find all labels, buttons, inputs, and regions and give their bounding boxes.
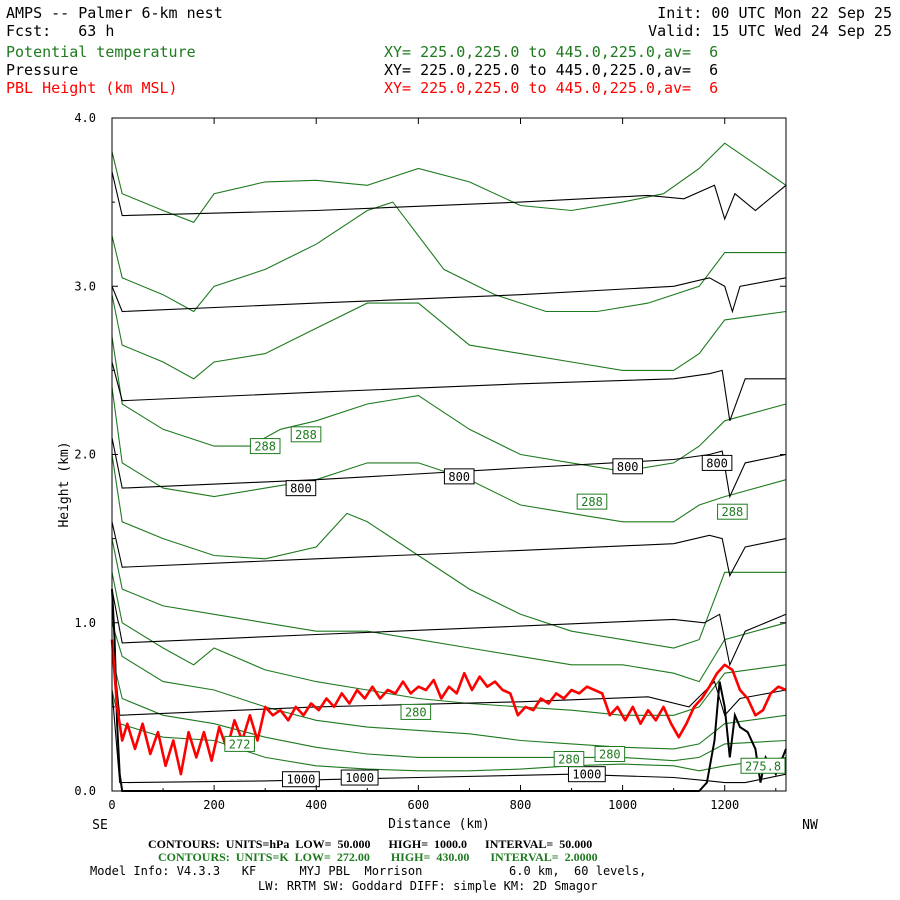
isobar-label-box bbox=[340, 769, 379, 786]
isobar-700 bbox=[111, 277, 787, 314]
isentrope-line bbox=[111, 294, 787, 380]
isentrope-label: 272 bbox=[229, 737, 251, 751]
isentrope-label-box bbox=[594, 745, 626, 762]
isobar-650 bbox=[111, 171, 787, 221]
x-tick-label: 200 bbox=[203, 798, 225, 812]
isentrope-line bbox=[111, 538, 787, 683]
contours-t-high: HIGH= 430.00 bbox=[390, 850, 470, 864]
legend-pbl-name: PBL Height (km MSL) bbox=[6, 79, 178, 97]
init-time: Init: 00 UTC Mon 22 Sep 25 bbox=[657, 4, 892, 22]
isobar-label-box bbox=[443, 468, 475, 485]
model-info-line-1: Model Info: V4.3.3 KF MYJ PBL Morrison 6… bbox=[90, 864, 647, 878]
isobar-900 bbox=[111, 588, 787, 667]
chart-title: AMPS -- Palmer 6-km nest bbox=[6, 4, 223, 22]
isentrope-label: 288 bbox=[722, 505, 744, 519]
isentrope-label: 288 bbox=[295, 428, 317, 442]
contours-t-interval: INTERVAL= 2.0000 bbox=[490, 850, 598, 864]
forecast-label: Fcst: bbox=[6, 22, 52, 40]
isentrope-label-box bbox=[740, 757, 786, 774]
contours-t-units: UNITS=K bbox=[235, 850, 289, 864]
legend-pressure-name: Pressure bbox=[6, 61, 79, 79]
isentrope-line bbox=[111, 201, 786, 313]
contours-p-high: HIGH= 1000.0 bbox=[388, 837, 468, 851]
contours-p-interval: INTERVAL= 50.000 bbox=[485, 837, 593, 851]
x-tick-label: 400 bbox=[305, 798, 327, 812]
isobar-label: 800 bbox=[617, 460, 639, 474]
isobar-label-box bbox=[567, 766, 606, 783]
isobar-label: 800 bbox=[706, 456, 728, 470]
isentrope-label-box bbox=[249, 438, 281, 455]
isobar-850 bbox=[111, 521, 787, 578]
isentrope-label: 275.8 bbox=[745, 759, 781, 773]
model-info-line-2: LW: RRTM SW: Goddard DIFF: simple KM: 2D… bbox=[258, 879, 598, 893]
y-tick-label: 0.0 bbox=[74, 784, 96, 798]
left-end-label: SE bbox=[92, 818, 108, 833]
y-tick-label: 2.0 bbox=[74, 448, 96, 462]
isobar-label: 1000 bbox=[286, 773, 315, 787]
legend-pbl-line: XY= 225.0,225.0 to 445.0,225.0,av= 6 bbox=[384, 79, 719, 97]
pbl-height-line bbox=[110, 639, 787, 776]
contours-t-label: CONTOURS: bbox=[158, 850, 230, 864]
y-tick-label: 1.0 bbox=[74, 616, 96, 630]
isentrope-line bbox=[111, 142, 787, 223]
isentrope-label: 288 bbox=[581, 495, 603, 509]
isobar-750 bbox=[111, 361, 786, 421]
isentrope-label: 280 bbox=[558, 753, 580, 767]
isentrope-line bbox=[111, 572, 787, 716]
axes-group: 0 200 400 600 800 1000 1200 0.0 1.0 2.0 3.0 4.0 Dist… bbox=[57, 111, 818, 833]
valid-time: Valid: 15 UTC Wed 24 Sep 25 bbox=[648, 22, 892, 40]
isobar-950 bbox=[111, 639, 787, 717]
isentrope-label-box bbox=[290, 426, 322, 443]
isobar-label: 800 bbox=[448, 470, 470, 484]
isentrope-line bbox=[111, 454, 786, 649]
isobar-1000 bbox=[111, 689, 787, 784]
right-end-label: NW bbox=[802, 818, 818, 833]
isobar-label: 800 bbox=[290, 482, 312, 496]
isentrope-line bbox=[111, 387, 787, 523]
legend-theta-name: Potential temperature bbox=[6, 43, 196, 61]
isentrope-label-box bbox=[224, 735, 255, 752]
x-axis-label: Distance (km) bbox=[388, 817, 490, 832]
pbl-group bbox=[110, 639, 787, 776]
isobar-label: 1000 bbox=[345, 771, 374, 785]
isentrope-label: 288 bbox=[254, 440, 276, 454]
x-tick-label: 0 bbox=[108, 798, 115, 812]
y-tick-label: 4.0 bbox=[74, 111, 96, 125]
x-tick-label: 1200 bbox=[710, 798, 739, 812]
y-tick-label: 3.0 bbox=[74, 279, 96, 293]
isobar-label-box bbox=[612, 458, 644, 475]
isentrope-label-box bbox=[576, 493, 608, 510]
isentrope-label-box bbox=[400, 703, 432, 720]
contours-p-units: UNITS=hPa bbox=[225, 837, 290, 851]
forecast-hour: Fcst: 63 h bbox=[6, 22, 114, 40]
contours-pressure: CONTOURS: UNITS=hPa LOW= 50.000 HIGH= 10… bbox=[148, 838, 592, 851]
isobar-label-box bbox=[701, 454, 733, 471]
isentrope-line bbox=[111, 336, 787, 472]
isentrope-line bbox=[111, 622, 787, 750]
isobar-label: 1000 bbox=[572, 768, 601, 782]
contours-p-label: CONTOURS: bbox=[148, 837, 220, 851]
contours-p-low: LOW= 50.000 bbox=[295, 837, 371, 851]
x-tick-label: 800 bbox=[510, 798, 532, 812]
isobars-group bbox=[111, 171, 787, 784]
legend-theta-line: XY= 225.0,225.0 to 445.0,225.0,av= 6 bbox=[384, 43, 719, 61]
contour-labels-group: 800 800 800 800 1000 1000 1000 288 288 288 288 280 2… bbox=[224, 426, 786, 788]
isentropes-group bbox=[111, 142, 787, 772]
isobar-label-box bbox=[282, 771, 320, 788]
isentrope-label-box bbox=[717, 503, 748, 520]
isentrope-label: 280 bbox=[405, 705, 427, 719]
isentrope-label: 280 bbox=[599, 747, 621, 761]
x-tick-label: 600 bbox=[408, 798, 430, 812]
contours-t-low: LOW= 272.00 bbox=[294, 850, 370, 864]
x-tick-label: 1000 bbox=[608, 798, 637, 812]
legend-pressure-line: XY= 225.0,225.0 to 445.0,225.0,av= 6 bbox=[384, 61, 719, 79]
isentrope-label-box bbox=[553, 751, 585, 768]
isobar-800 bbox=[111, 437, 787, 499]
forecast-value: 63 h bbox=[78, 22, 115, 40]
isentrope-line bbox=[111, 656, 787, 762]
y-axis-label: Height (km) bbox=[57, 441, 72, 527]
isobar-label-box bbox=[285, 480, 317, 497]
contours-theta: CONTOURS: UNITS=K LOW= 272.00 HIGH= 430.… bbox=[158, 851, 598, 864]
